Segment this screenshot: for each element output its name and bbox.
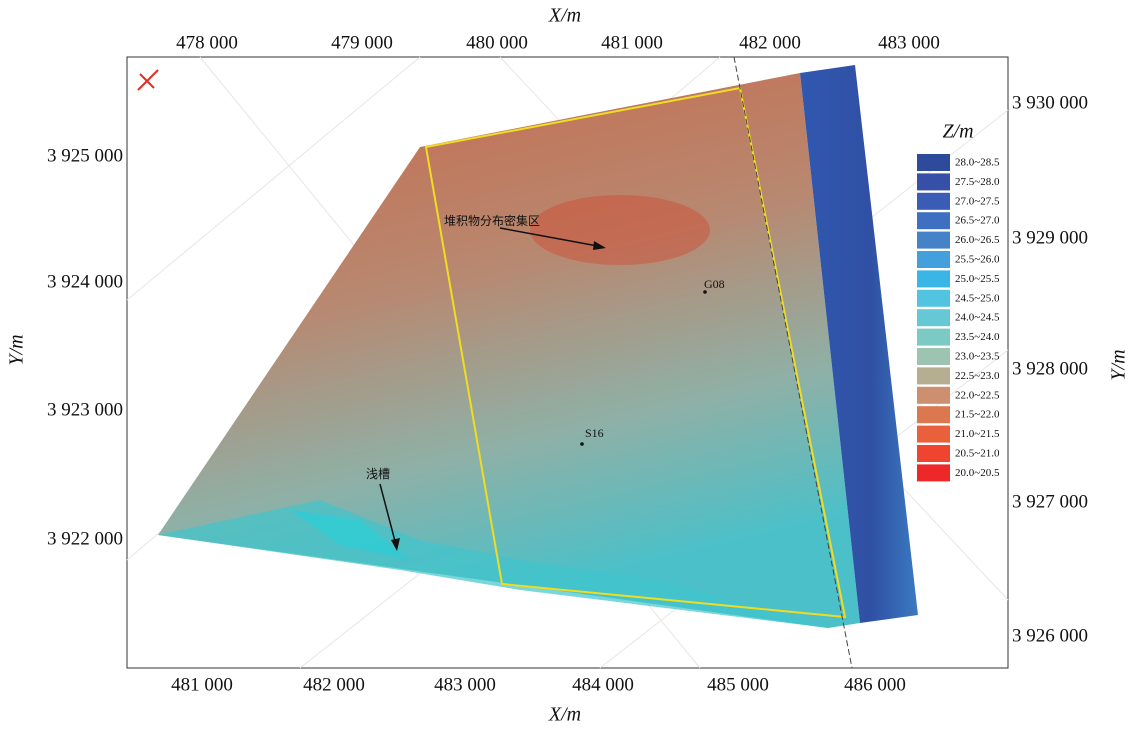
legend-swatch (917, 464, 950, 481)
x-tick-label: 483 000 (878, 32, 940, 53)
legend-label: 22.0~22.5 (955, 389, 1000, 401)
legend-swatch (917, 329, 950, 346)
legend-label: 26.5~27.0 (955, 215, 1000, 227)
legend-swatch (917, 367, 950, 384)
x-tick-label: 480 000 (466, 32, 528, 53)
legend-label: 21.5~22.0 (955, 409, 1000, 421)
y-tick-label: 3 924 000 (47, 271, 123, 292)
y-tick-label: 3 922 000 (47, 528, 123, 549)
y-tick-label: 3 925 000 (47, 145, 123, 166)
legend-swatch (917, 193, 950, 210)
station (580, 442, 584, 446)
annotation: G08 (704, 277, 725, 291)
x-tick-label: 481 000 (171, 674, 233, 695)
legend-label: 25.0~25.5 (955, 273, 1000, 285)
axis-title: Y/m (6, 334, 28, 365)
legend-swatch (917, 212, 950, 229)
legend-label: 25.5~26.0 (955, 254, 1000, 266)
axis-title: Y/m (1108, 349, 1130, 380)
legend-label: 23.0~23.5 (955, 351, 1000, 363)
y-tick-label: 3 923 000 (47, 399, 123, 420)
legend-label: 20.5~21.0 (955, 448, 1000, 460)
legend-label: 26.0~26.5 (955, 234, 1000, 246)
legend-label: 28.0~28.5 (955, 157, 1000, 169)
y-tick-label: 3 928 000 (1012, 358, 1088, 379)
x-tick-label: 479 000 (331, 32, 393, 53)
y-tick-label: 3 927 000 (1012, 491, 1088, 512)
legend-label: 21.0~21.5 (955, 428, 1000, 440)
annotation: S16 (585, 426, 604, 440)
legend-swatch (917, 290, 950, 307)
annotation: 堆积物分布密集区 (444, 213, 540, 228)
legend-swatch (917, 445, 950, 462)
map-figure: 堆积物分布密集区 浅槽 G08 S16 X/m X/m Y/m Y/m Z/m … (0, 0, 1135, 730)
x-tick-label: 484 000 (572, 674, 634, 695)
x-tick-label: 485 000 (707, 674, 769, 695)
legend-swatch (917, 173, 950, 190)
legend-label: 20.0~20.5 (955, 467, 1000, 479)
x-tick-label: 483 000 (434, 674, 496, 695)
legend-swatch (917, 309, 950, 326)
legend-swatch (917, 426, 950, 443)
axis-title: X/m (548, 704, 581, 726)
legend-swatch (917, 251, 950, 268)
legend-swatch (917, 232, 950, 249)
legend-swatch (917, 348, 950, 365)
y-tick-label: 3 926 000 (1012, 625, 1088, 646)
x-tick-label: 478 000 (176, 32, 238, 53)
x-tick-label: 482 000 (739, 32, 801, 53)
legend-swatch (917, 406, 950, 423)
legend-label: 24.0~24.5 (955, 312, 1000, 324)
legend-label: 22.5~23.0 (955, 370, 1000, 382)
legend-swatch (917, 154, 950, 171)
annotation: 浅槽 (366, 467, 390, 481)
legend-label: 24.5~25.0 (955, 292, 1000, 304)
y-tick-label: 3 930 000 (1012, 92, 1088, 113)
legend-swatch (917, 387, 950, 404)
legend-swatch (917, 270, 950, 287)
axis-title: X/m (548, 5, 581, 27)
legend-label: 27.0~27.5 (955, 195, 1000, 207)
legend-label: 27.5~28.0 (955, 176, 1000, 188)
legend-title: Z/m (942, 121, 973, 143)
x-tick-label: 482 000 (303, 674, 365, 695)
legend-label: 23.5~24.0 (955, 331, 1000, 343)
x-tick-label: 486 000 (844, 674, 906, 695)
x-tick-label: 481 000 (601, 32, 663, 53)
dense-zone (530, 195, 710, 265)
y-tick-label: 3 929 000 (1012, 227, 1088, 248)
